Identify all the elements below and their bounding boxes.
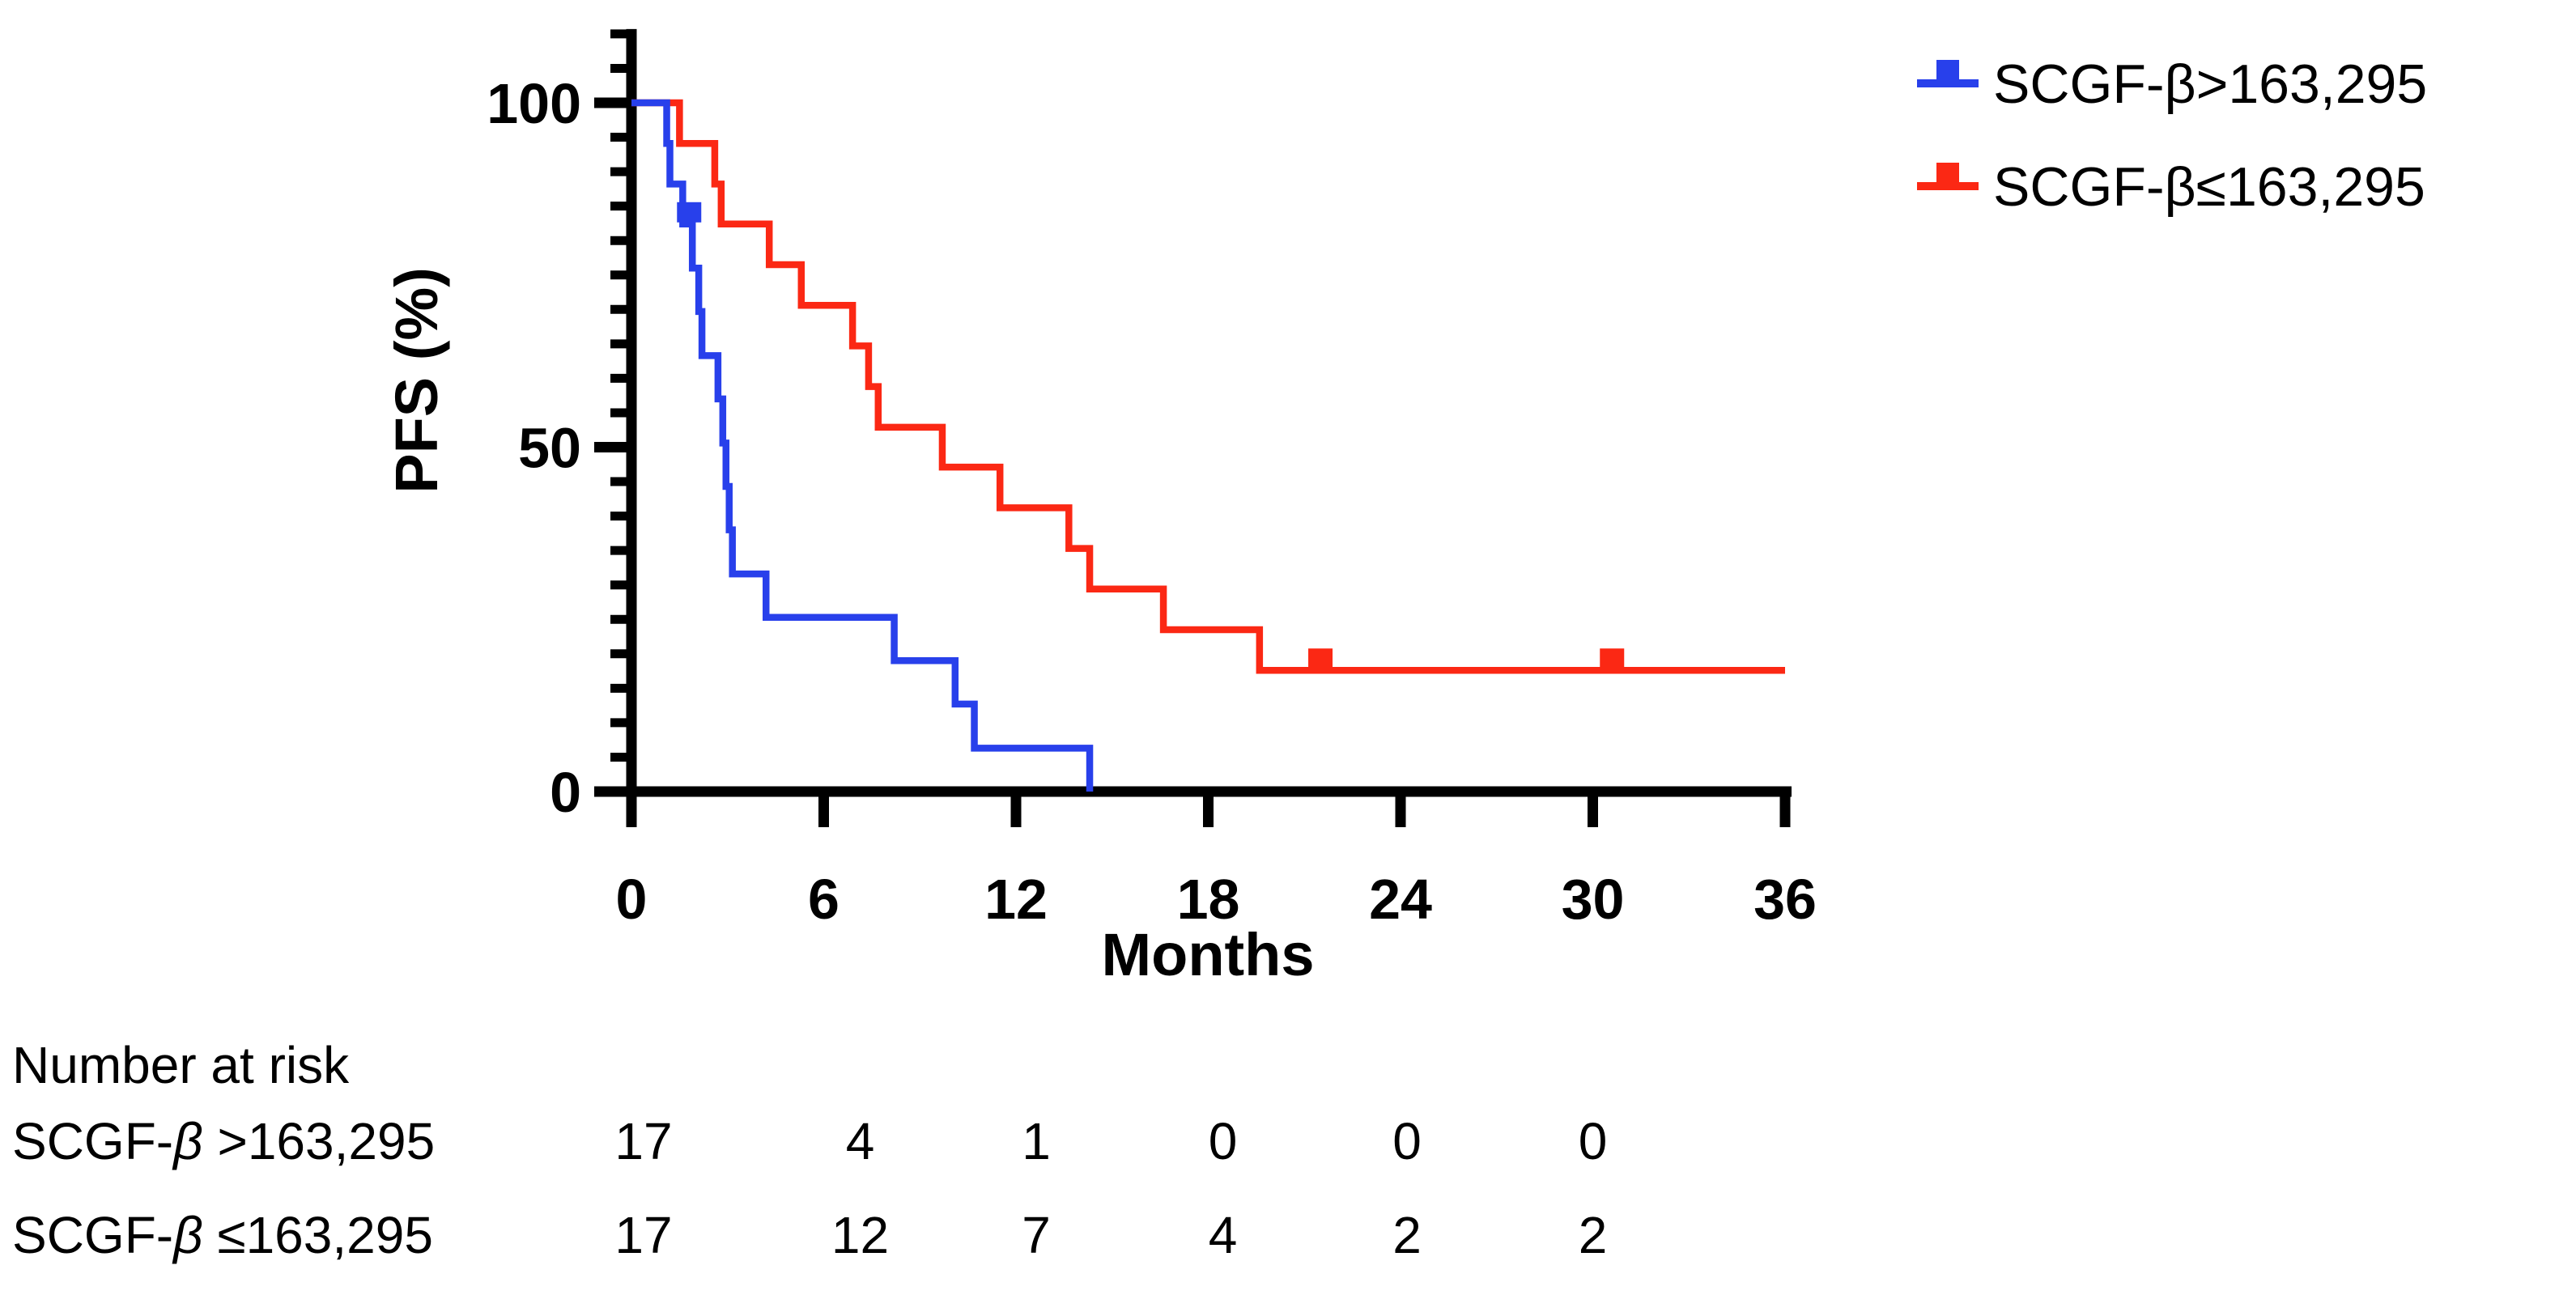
x-tick-label: 36 [1753,868,1817,931]
legend: SCGF-β>163,295 SCGF-β≤163,295 [1917,53,2427,218]
y-tick-label: 50 [518,417,581,480]
risk-count: 12 [831,1206,889,1264]
km-curve-high [631,99,1094,792]
y-axis-title: PFS (%) [383,267,450,494]
survival-curves [631,99,1785,792]
risk-count: 4 [1209,1206,1238,1264]
x-tick-label: 12 [984,868,1048,931]
km-curve-low [631,99,1785,674]
x-tick-label: 18 [1177,868,1240,931]
risk-count: 0 [1579,1112,1608,1170]
y-tick-label: 100 [487,72,581,135]
x-tick-label: 0 [616,868,648,931]
y-tick-label: 0 [550,761,581,824]
risk-count: 0 [1209,1112,1238,1170]
legend-label-high: SCGF-β>163,295 [1993,53,2427,115]
x-tick-label: 24 [1369,868,1432,931]
risk-table-title: Number at risk [12,1036,350,1094]
risk-count: 2 [1392,1206,1422,1264]
risk-count: 2 [1579,1206,1608,1264]
risk-row-label: SCGF-β ≤163,295 [12,1206,433,1264]
tick-labels: 0 50 100 0 6 12 18 24 30 36 [487,72,1817,931]
number-at-risk-table: Number at risk SCGF-β >163,295 17 4 1 0 0 0 SCG… [12,1036,1607,1264]
risk-count: 4 [846,1112,875,1170]
risk-count: 17 [614,1206,672,1264]
censor-marks [677,202,1625,669]
censor-mark-low [1308,648,1333,669]
censor-mark-low [1600,648,1625,669]
risk-count: 7 [1022,1206,1051,1264]
risk-row-label: SCGF-β >163,295 [12,1112,435,1170]
legend-label-low: SCGF-β≤163,295 [1993,156,2425,218]
censor-mark-high [677,202,702,223]
risk-count: 1 [1022,1112,1051,1170]
x-tick-label: 6 [808,868,840,931]
x-axis-title: Months [1101,921,1314,988]
axis-ticks [594,29,1791,827]
x-tick-label: 30 [1562,868,1625,931]
risk-count: 0 [1392,1112,1422,1170]
axis-lines [597,28,1792,797]
risk-count: 17 [614,1112,672,1170]
legend-symbol-square [1936,60,1959,80]
legend-symbol-square [1936,163,1959,183]
